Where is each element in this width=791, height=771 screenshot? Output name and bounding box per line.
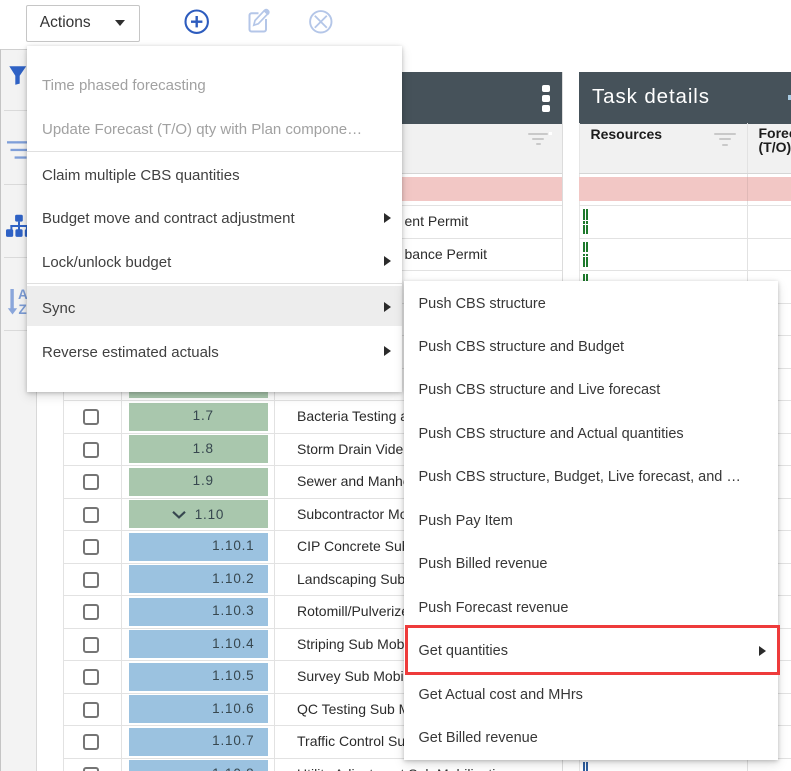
svg-text:A: A bbox=[18, 288, 28, 302]
svg-text:Z: Z bbox=[19, 302, 27, 315]
